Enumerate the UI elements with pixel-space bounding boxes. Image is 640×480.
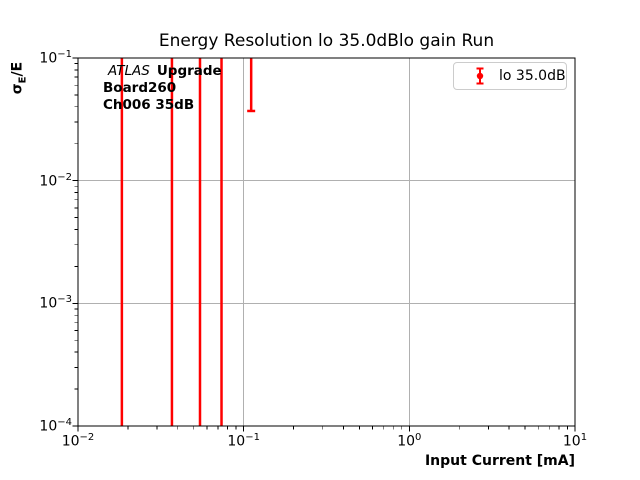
errorbar-marker-icon [476, 67, 484, 85]
annotation-block: ATLAS Upgrade Board260 Ch006 35dB [103, 63, 222, 114]
ylabel-subscript: E [17, 76, 29, 84]
x-tick-label: 100 [397, 432, 422, 450]
y-tick-label: 10−3 [39, 294, 72, 312]
annotation-experiment: ATLAS [108, 63, 150, 79]
y-tick-label: 10−2 [39, 171, 72, 190]
y-tick-label: 10−1 [39, 48, 72, 67]
annotation-program: Upgrade [156, 63, 222, 79]
x-tick-label: 101 [562, 432, 588, 450]
x-tick-label: 10−1 [227, 432, 260, 450]
legend-box: lo 35.0dB [453, 62, 567, 90]
chart-title: Energy Resolution lo 35.0dBlo gain Run [158, 31, 495, 51]
ylabel-rest: /E [9, 61, 26, 77]
plot-frame [77, 57, 576, 427]
annotation-line-3: Ch006 35dB [103, 97, 195, 113]
plot-border [77, 57, 576, 427]
y-tick-label: 10−4 [39, 416, 72, 435]
y-axis-label: σE/E [10, 62, 29, 94]
legend-series-label: lo 35.0dB [499, 68, 566, 84]
ylabel-sigma: σ [9, 83, 26, 95]
annotation-line-2: Board260 [103, 80, 177, 96]
x-axis-label: Input Current [mA] [424, 453, 575, 469]
errorbar-series [120, 58, 256, 426]
x-tick-label: 10−2 [61, 432, 95, 450]
annotation-line-1: ATLAS Upgrade [108, 63, 222, 80]
axis-ticks [72, 57, 576, 432]
